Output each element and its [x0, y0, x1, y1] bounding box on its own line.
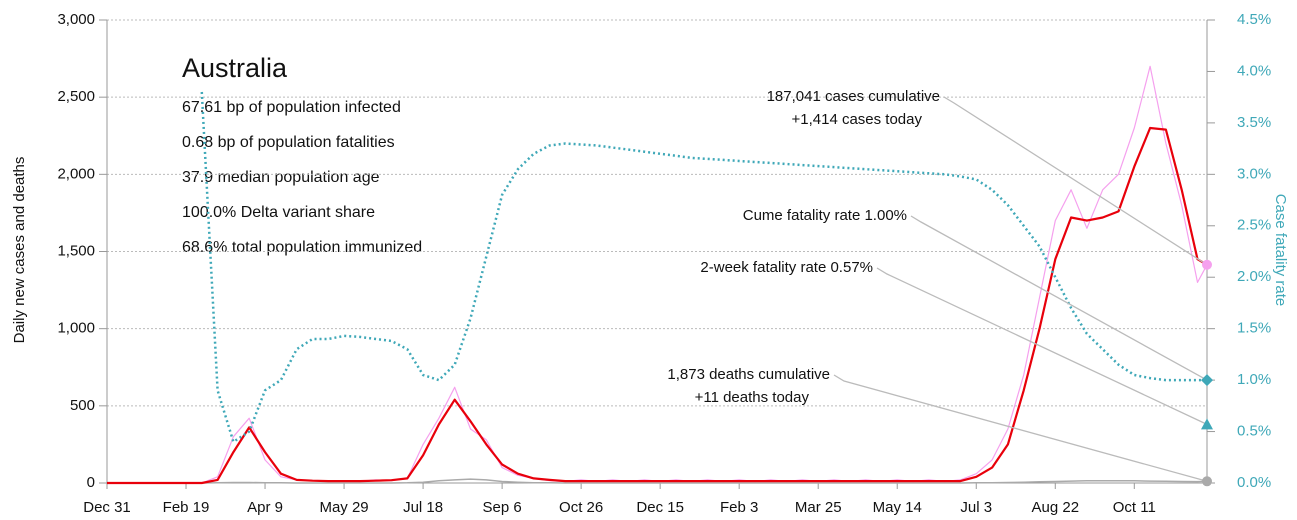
x-tick-label: Aug 22: [1032, 499, 1080, 516]
x-tick-label: Jul 18: [403, 499, 443, 516]
y2-tick-label: 1.5%: [1237, 320, 1271, 337]
annotation-text: +11 deaths today: [695, 389, 810, 406]
x-tick-label: Feb 3: [720, 499, 758, 516]
annotation-text: 187,041 cases cumulative: [767, 88, 940, 105]
y-tick-label: 1,000: [57, 320, 95, 337]
chart-title: Australia: [182, 53, 288, 83]
y-tick-label: 2,000: [57, 165, 95, 182]
y2-tick-label: 2.0%: [1237, 268, 1271, 285]
series-line: [107, 478, 1208, 484]
y2-tick-label: 0.5%: [1237, 423, 1271, 440]
y2-tick-label: 1.0%: [1237, 371, 1271, 388]
leader-line: [910, 215, 1208, 381]
x-tick-label: May 29: [319, 499, 368, 516]
x-tick-label: Jul 3: [960, 499, 992, 516]
info-line: 67.61 bp of population infected: [182, 99, 401, 116]
y2-tick-label: 4.5%: [1237, 11, 1271, 28]
x-tick-label: Mar 25: [795, 499, 842, 516]
x-tick-label: Dec 31: [83, 499, 131, 516]
series-line: [107, 126, 1208, 485]
x-tick-label: Dec 15: [636, 499, 684, 516]
y-axis-label: Daily new cases and deaths: [11, 157, 28, 344]
series-line: [200, 91, 1207, 444]
y2-axis: 0.0% 0.5% 1.0% 1.5% 2.0% 2.5% 3.0% 3.5% 4.0% 4.5%: [1207, 11, 1271, 491]
leader-line: [943, 96, 1208, 266]
y2-axis-label: Case fatality rate: [1272, 194, 1289, 307]
annotation-text: 2-week fatality rate 0.57%: [700, 259, 873, 276]
y-tick-label: 2,500: [57, 88, 95, 105]
end-marker: [1202, 259, 1212, 270]
x-tick-label: May 14: [873, 499, 922, 516]
y2-tick-label: 3.5%: [1237, 114, 1271, 131]
annotation-text: 1,873 deaths cumulative: [667, 366, 830, 383]
info-line: 68.6% total population immunized: [182, 239, 422, 256]
end-marker: [1201, 374, 1213, 387]
x-tick-label: Sep 6: [483, 499, 522, 516]
end-marker: [1201, 418, 1213, 430]
series-line: [107, 65, 1208, 484]
x-tick-label: Feb 19: [163, 499, 210, 516]
x-tick-label: Oct 26: [559, 499, 603, 516]
info-line: 100.0% Delta variant share: [182, 204, 375, 221]
y-tick-label: 1,500: [57, 242, 95, 259]
info-line: 0.68 bp of population fatalities: [182, 134, 395, 151]
info-line: 37.9 median population age: [182, 169, 380, 186]
end-marker: [1202, 476, 1212, 487]
y-tick-label: 500: [70, 397, 95, 414]
leader-line: [833, 374, 1208, 482]
y2-tick-label: 2.5%: [1237, 217, 1271, 234]
y2-tick-label: 0.0%: [1237, 474, 1271, 491]
y2-tick-label: 3.0%: [1237, 165, 1271, 182]
x-tick-label: Apr 9: [247, 499, 283, 516]
y-tick-label: 3,000: [57, 11, 95, 28]
leader-line: [876, 267, 1208, 425]
annotation-text: Cume fatality rate 1.00%: [743, 207, 907, 224]
x-tick-label: Oct 11: [1113, 499, 1156, 516]
annotation-text: +1,414 cases today: [791, 111, 922, 128]
y2-tick-label: 4.0%: [1237, 62, 1271, 79]
y-tick-label: 0: [87, 474, 95, 491]
